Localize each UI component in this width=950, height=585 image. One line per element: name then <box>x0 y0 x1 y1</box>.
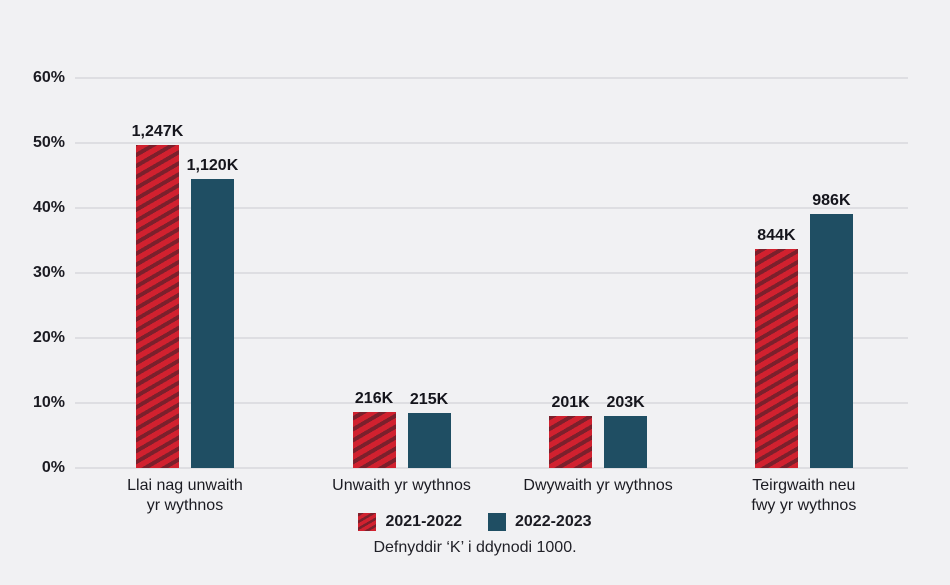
bar-2022-2023 <box>190 179 234 468</box>
category-label: Unwaith yr wythnos <box>272 476 532 496</box>
category-label: Dwywaith yr wythnos <box>468 476 728 496</box>
bar-value-label: 1,247K <box>131 122 184 140</box>
legend-item-2021-2022: 2021-2022 <box>358 513 462 531</box>
bar-value-label: 203K <box>606 394 645 411</box>
legend-label: 2021-2022 <box>385 513 462 530</box>
bar-value-label: 986K <box>812 191 851 209</box>
legend-label: 2022-2023 <box>515 513 592 530</box>
category-label-line: Unwaith yr wythnos <box>332 477 471 494</box>
category-label-line: Dwywaith yr wythnos <box>523 477 673 494</box>
gridline <box>75 142 908 144</box>
footnote: Defnyddir ‘K’ i ddynodi 1000. <box>373 539 577 556</box>
bar-2022-2023 <box>407 412 451 468</box>
bar-2022-2023 <box>809 213 853 468</box>
gridline <box>75 207 908 209</box>
y-axis-tick-label: 10% <box>32 394 65 411</box>
legend-item-2022-2023: 2022-2023 <box>488 513 592 531</box>
gridline <box>75 337 908 339</box>
gridline <box>75 467 908 469</box>
bar-2021-2022 <box>135 144 179 468</box>
bar-value-label: 216K <box>354 390 394 408</box>
legend-swatch-2022-2023 <box>488 513 506 531</box>
bar-2021-2022 <box>549 416 593 468</box>
legend: 2021-2022 2022-2023 <box>0 513 950 531</box>
y-axis-tick-label: 50% <box>32 134 65 151</box>
y-axis-tick-label: 40% <box>32 199 65 216</box>
category-label-line: fwy yr wythnos <box>751 496 857 514</box>
gridline <box>75 77 908 79</box>
gridline <box>75 272 908 274</box>
category-label-line: Teirgwaith neu <box>752 477 856 494</box>
bar-value-label: 201K <box>551 394 590 411</box>
bar-value-label: 1,120K <box>186 157 239 175</box>
bar-2022-2023 <box>604 416 648 468</box>
category-label-line: yr wythnos <box>146 496 224 514</box>
y-axis-tick-label: 60% <box>32 69 65 86</box>
bar-2021-2022 <box>352 412 396 468</box>
y-axis-tick-label: 30% <box>32 264 65 281</box>
category-label-line: Llai nag unwaith <box>127 477 243 494</box>
category-label: Llai nag unwaith yr wythnos <box>55 476 315 515</box>
gridline <box>75 402 908 404</box>
bar-value-label: 215K <box>409 390 449 408</box>
bar-value-label: 844K <box>757 226 796 244</box>
category-label: Teirgwaith neu fwy yr wythnos <box>674 476 934 515</box>
y-axis-tick-label: 20% <box>32 329 65 346</box>
bar-2021-2022 <box>754 248 798 468</box>
y-axis-tick-label: 0% <box>41 459 65 476</box>
legend-swatch-2021-2022 <box>358 513 377 531</box>
